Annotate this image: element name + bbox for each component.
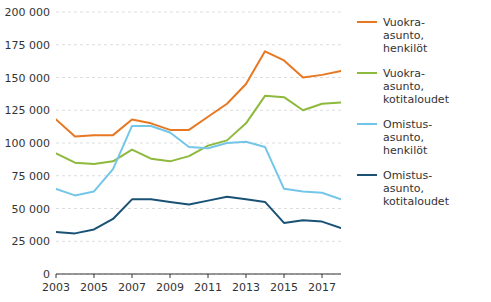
grid-line bbox=[56, 143, 341, 144]
grid-line bbox=[56, 12, 341, 13]
grid-line bbox=[56, 175, 341, 176]
y-tick-label: 100 000 bbox=[5, 137, 51, 150]
x-tick bbox=[322, 274, 323, 278]
y-tick-label: 200 000 bbox=[5, 6, 51, 19]
x-tick bbox=[56, 274, 57, 278]
y-tick-label: 50 000 bbox=[12, 203, 51, 216]
grid-line bbox=[56, 208, 341, 209]
lines bbox=[56, 51, 341, 233]
x-tick bbox=[132, 274, 133, 278]
grid-line bbox=[56, 274, 341, 275]
x-tick-label: 2015 bbox=[270, 281, 298, 294]
legend-swatch bbox=[357, 72, 377, 74]
x-axis-line bbox=[56, 274, 341, 275]
series-line bbox=[56, 51, 341, 136]
x-tick bbox=[246, 274, 247, 278]
y-tick-label: 150 000 bbox=[5, 72, 51, 85]
x-tick bbox=[208, 274, 209, 278]
y-grid bbox=[56, 12, 341, 274]
y-tick-label: 25 000 bbox=[12, 235, 51, 248]
grid-line bbox=[56, 77, 341, 78]
x-tick-label: 2005 bbox=[80, 281, 108, 294]
chart: 0 25 000 50 000 75 000 100 000 125 000 150 000… bbox=[0, 0, 491, 302]
y-tick-label: 175 000 bbox=[5, 39, 51, 52]
x-tick-label: 2003 bbox=[42, 281, 70, 294]
x-tick-label: 2017 bbox=[308, 281, 336, 294]
series-line bbox=[56, 197, 341, 234]
y-tick-label: 125 000 bbox=[5, 104, 51, 117]
grid-line bbox=[56, 44, 341, 45]
x-tick bbox=[94, 274, 95, 278]
x-tick-label: 2007 bbox=[118, 281, 146, 294]
legend-swatch bbox=[357, 21, 377, 23]
x-tick bbox=[284, 274, 285, 278]
legend-label: Vuokra-asunto,kotitaloudet bbox=[383, 67, 450, 106]
x-tick-label: 2011 bbox=[194, 281, 222, 294]
y-tick-label: 0 bbox=[43, 268, 50, 281]
legend-swatch bbox=[357, 174, 377, 176]
x-tick bbox=[170, 274, 171, 278]
x-tick-label: 2009 bbox=[156, 281, 184, 294]
legend-label: Omistus-asunto,henkilöt bbox=[383, 118, 432, 157]
series-line bbox=[56, 126, 341, 199]
series-line bbox=[56, 96, 341, 164]
y-tick-label: 75 000 bbox=[12, 170, 51, 183]
grid-line bbox=[56, 110, 341, 111]
legend-label: Vuokra-asunto,henkilöt bbox=[383, 16, 428, 55]
grid-line bbox=[56, 241, 341, 242]
x-tick-label: 2013 bbox=[232, 281, 260, 294]
legend-swatch bbox=[357, 123, 377, 125]
legend: Vuokra-asunto,henkilöt Vuokra-asunto,koti… bbox=[357, 16, 450, 208]
legend-label: Omistus-asunto,kotitaloudet bbox=[383, 169, 450, 208]
